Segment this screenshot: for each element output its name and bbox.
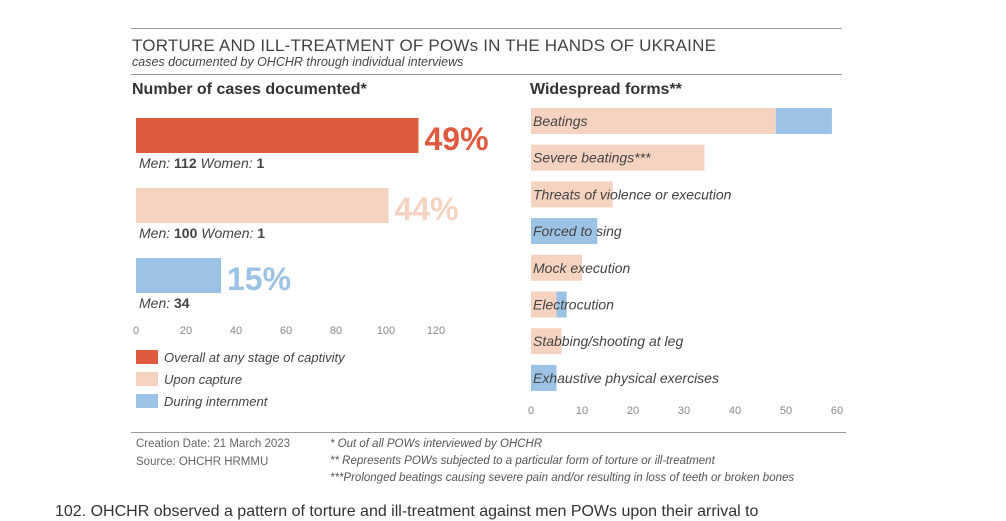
left-axis-tick-4: 80 — [330, 325, 342, 337]
category-label-0: Beatings — [533, 113, 587, 129]
legend-label-overall: Overall at any stage of captivity — [164, 350, 345, 365]
gender-detail-0: Men: 112 Women: 1 — [139, 155, 265, 171]
footnote-3: ***Prolonged beatings causing severe pai… — [330, 472, 795, 484]
right-axis-tick-5: 50 — [780, 405, 792, 417]
bar-form-2-series-0 — [531, 181, 613, 208]
bar-form-3-series-1 — [531, 218, 598, 245]
legend-label-capture: Upon capture — [164, 372, 243, 387]
bar-cases-0 — [136, 118, 419, 153]
category-label-4: Mock execution — [533, 260, 630, 276]
top-rule — [131, 28, 842, 29]
legend-swatch-internment — [136, 394, 158, 408]
left-axis-tick-1: 20 — [180, 325, 192, 337]
creation-date: Creation Date: 21 March 2023 — [136, 437, 290, 452]
category-label-6: Stabbing/shooting at leg — [533, 333, 683, 349]
right-axis-tick-1: 10 — [576, 405, 588, 417]
legend-item-overall: Overall at any stage of captivity — [136, 350, 345, 366]
percent-label-1: 44% — [395, 191, 459, 227]
bar-form-4-series-0 — [531, 254, 582, 281]
bar-form-6-series-0 — [531, 328, 562, 355]
left-axis-tick-3: 60 — [280, 325, 292, 337]
bar-cases-1 — [136, 188, 389, 223]
category-label-3: Forced to sing — [533, 223, 622, 239]
source-label: Source: — [136, 456, 179, 468]
left-axis-tick-0: 0 — [133, 325, 139, 337]
percent-label-0: 49% — [425, 121, 489, 157]
footer-rule — [131, 432, 846, 433]
category-label-7: Exhaustive physical exercises — [533, 370, 719, 386]
source-value: OHCHR HRMMU — [178, 456, 269, 468]
right-axis-tick-2: 20 — [627, 405, 639, 417]
gender-detail-2: Men: 34 — [139, 295, 190, 311]
category-label-5: Electrocution — [533, 297, 614, 313]
left-panel-title: Number of cases documented* — [132, 81, 367, 98]
bar-form-0-series-1 — [775, 108, 832, 134]
subtitle-rule — [131, 74, 842, 75]
bar-form-5-series-1 — [556, 291, 567, 318]
creation-date-label: Creation Date: — [136, 438, 214, 450]
right-axis-tick-0: 0 — [528, 405, 534, 417]
left-axis-tick-2: 40 — [230, 325, 242, 337]
footnote-1: * Out of all POWs interviewed by OHCHR — [330, 438, 543, 450]
bar-form-0-series-0 — [531, 108, 776, 134]
legend-item-internment: During internment — [136, 394, 267, 410]
left-axis-tick-6: 120 — [427, 325, 445, 337]
infographic-subtitle: cases documented by OHCHR through indivi… — [132, 55, 464, 69]
percent-label-2: 15% — [227, 261, 291, 297]
footnote-2: ** Represents POWs subjected to a partic… — [330, 455, 715, 467]
category-label-1: Severe beatings*** — [533, 150, 651, 166]
bar-cases-2 — [136, 258, 221, 293]
legend-item-capture: Upon capture — [136, 372, 242, 388]
legend-swatch-capture — [136, 372, 158, 386]
legend-swatch-overall — [136, 350, 158, 364]
left-axis-tick-5: 100 — [377, 325, 395, 337]
legend-label-internment: During internment — [164, 394, 268, 409]
bar-form-1-series-0 — [531, 144, 705, 171]
right-axis-tick-6: 60 — [831, 405, 843, 417]
right-axis-tick-3: 30 — [678, 405, 690, 417]
bar-form-5-series-0 — [531, 291, 557, 318]
gender-detail-1: Men: 100 Women: 1 — [139, 225, 265, 241]
report-body-text: 102. OHCHR observed a pattern of torture… — [55, 503, 759, 520]
category-label-2: Threats of violence or execution — [533, 186, 732, 202]
infographic-title: TORTURE AND ILL-TREATMENT OF POWs IN THE… — [132, 36, 717, 55]
right-panel-title: Widespread forms** — [530, 81, 682, 98]
right-axis-tick-4: 40 — [729, 405, 741, 417]
bar-form-7-series-1 — [531, 364, 557, 391]
source: Source: OHCHR HRMMU — [136, 455, 268, 470]
creation-date-value: 21 March 2023 — [213, 438, 291, 450]
